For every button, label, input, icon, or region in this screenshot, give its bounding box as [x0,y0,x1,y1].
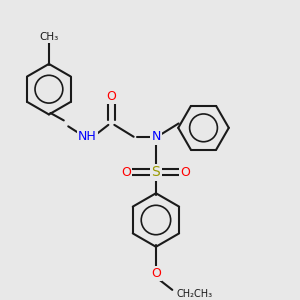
Text: CH₃: CH₃ [39,32,58,42]
Text: S: S [152,165,160,179]
Text: CH₂CH₃: CH₂CH₃ [177,289,213,299]
Text: NH: NH [78,130,97,143]
Text: O: O [151,267,161,280]
Text: N: N [151,130,160,143]
Text: O: O [121,166,131,179]
Text: O: O [181,166,190,179]
Text: O: O [106,90,116,103]
